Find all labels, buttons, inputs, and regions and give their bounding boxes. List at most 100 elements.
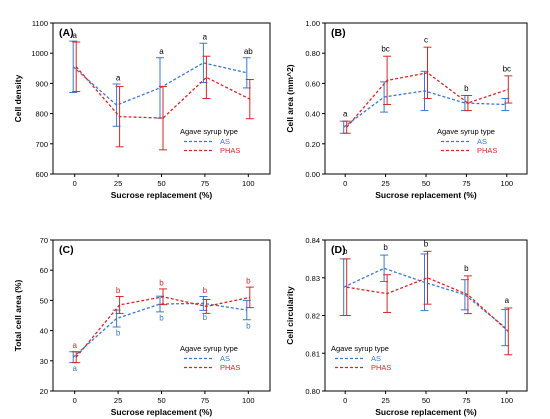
y-tick-label: 0.81 [305,349,320,358]
significance-letter: b [116,286,121,295]
significance-letter: b [464,84,469,93]
x-tick-label: 25 [381,396,389,405]
x-tick-label: 75 [462,179,470,188]
y-axis-label: Total cell area (%) [13,280,23,352]
significance-letter: b [203,286,208,295]
x-tick-label: 0 [73,396,77,405]
error-bar [245,286,254,309]
significance-letter: ab [244,47,253,56]
x-tick-label: 75 [462,396,470,405]
y-axis-label: Cell density [13,74,23,122]
error-bar [342,258,351,316]
y-tick-label: 20 [40,387,48,396]
error-bar [463,275,472,315]
error-bar [159,85,167,151]
series-line [343,90,506,128]
legend-label: AS [371,354,381,363]
legend-label: PHAS [371,363,391,372]
x-tick-label: 25 [114,179,122,188]
y-tick-label: 600 [35,170,48,179]
panel-label: (D) [331,244,346,256]
x-tick-label: 25 [114,396,122,405]
x-axis-label: Sucrose replacement (%) [111,190,213,200]
significance-letter: b [464,264,469,273]
significance-letter: a [159,47,164,56]
y-tick-label: 30 [40,357,48,366]
significance-letter: b [116,329,121,338]
y-tick-label: 0.40 [305,110,320,119]
error-bar [245,78,254,120]
y-tick-label: 700 [35,140,48,149]
x-tick-label: 75 [201,396,209,405]
y-tick-label: 0.00 [305,170,320,179]
legend-label: AS [220,137,230,146]
y-tick-label: 0.83 [305,274,320,283]
legend-label: PHAS [220,146,240,155]
x-tick-label: 25 [381,179,389,188]
y-axis-label: Cell circularity [285,286,295,345]
series-line [75,296,250,358]
x-tick-label: 50 [157,396,165,405]
error-bar [69,40,78,93]
x-tick-label: 100 [242,396,255,405]
x-tick-label: 100 [242,179,255,188]
significance-letter: bc [381,45,389,54]
chart-panel: 20 30 40 50 60 70 0 25 50 75 100 Sucrose replacemen… [13,236,271,417]
y-tick-label: 0.82 [305,312,320,321]
panel-label: (A) [59,27,74,39]
significance-letter: a [72,341,77,350]
y-tick-label: 0.20 [305,140,320,149]
y-tick-label: 0.60 [305,79,320,88]
significance-letter: a [72,364,77,373]
legend-title: Agave syrup type [180,127,238,136]
error-bar [202,55,211,99]
x-tick-label: 50 [422,396,430,405]
y-tick-label: 0.84 [305,236,320,245]
significance-letter: b [246,277,251,286]
significance-letter: bc [503,64,511,73]
y-tick-label: 0.80 [305,387,320,396]
significance-letter: b [159,313,164,322]
x-tick-label: 50 [422,179,430,188]
chart-panel: 0.80 0.81 0.82 0.83 0.84 0 25 50 75 100 Sucrose re… [285,236,528,417]
legend-title: Agave syrup type [331,344,389,353]
y-tick-label: 70 [40,236,48,245]
x-tick-label: 75 [201,179,209,188]
chart-panel: 0.00 0.20 0.40 0.60 0.80 1.00 0 25 50 75 100 Sucros… [285,19,528,200]
y-tick-label: 1100 [32,19,48,28]
y-tick-label: 900 [35,79,48,88]
panel-label: (B) [331,27,346,39]
x-tick-label: 0 [343,179,347,188]
x-axis-label: Sucrose replacement (%) [111,407,213,417]
significance-letter: a [116,73,121,82]
legend-label: PHAS [220,363,240,372]
significance-letter: b [246,321,251,330]
series-line [346,72,509,128]
y-tick-label: 1.00 [305,19,320,28]
significance-letter: a [343,110,348,119]
legend-label: AS [220,354,230,363]
y-tick-label: 0.80 [305,49,320,58]
legend-label: AS [477,137,487,146]
x-tick-label: 50 [157,179,165,188]
y-tick-label: 800 [35,110,48,119]
error-bar [463,94,472,112]
series-line [343,267,506,329]
x-tick-label: 100 [501,179,514,188]
significance-letter: b [424,239,429,248]
x-tick-label: 0 [73,179,77,188]
error-bar [72,41,81,93]
error-bar [423,250,432,305]
y-tick-label: 40 [40,327,48,336]
significance-letter: b [343,247,348,256]
y-tick-label: 1000 [31,49,48,58]
y-axis-label: Cell area (mm^2) [285,64,295,132]
significance-letter: c [424,36,428,45]
y-tick-label: 50 [40,296,48,305]
x-tick-label: 100 [501,396,514,405]
legend-label: PHAS [477,146,497,155]
